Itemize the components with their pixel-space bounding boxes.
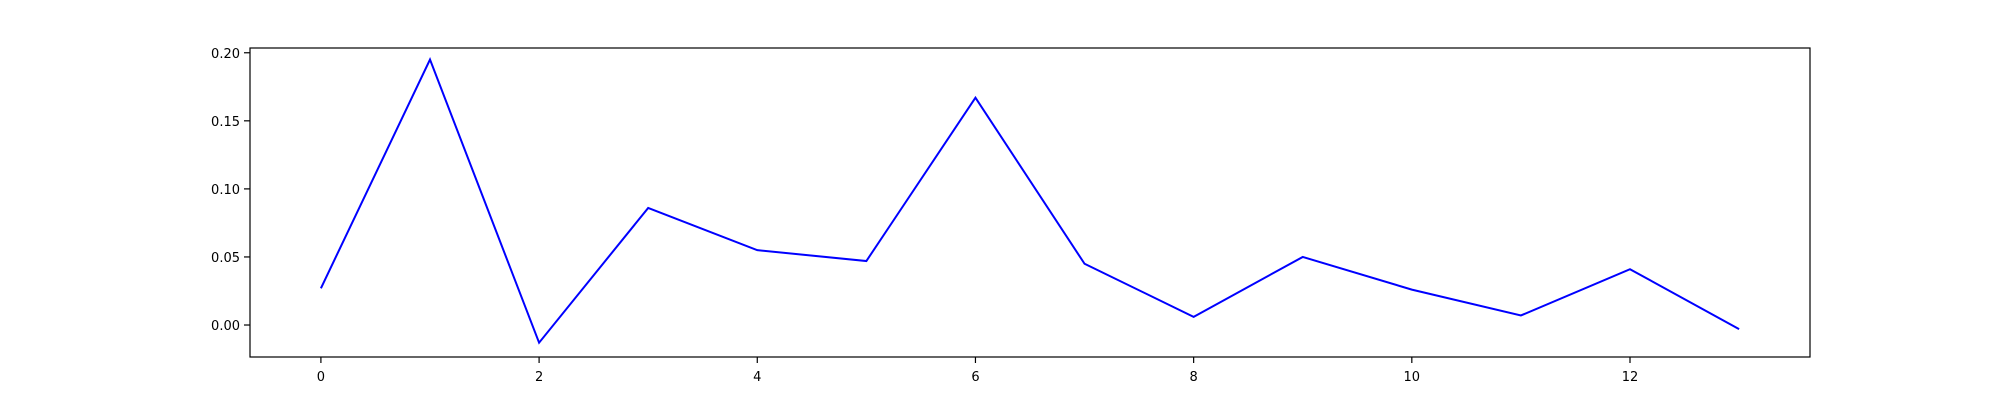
plot-area (320, 57, 1740, 345)
x-tick-label: 0 (317, 370, 325, 385)
x-tick-label: 4 (753, 370, 761, 385)
y-tick-label: 0.05 (211, 251, 240, 266)
x-tick-label: 10 (1404, 370, 1421, 385)
series-line-0 (320, 57, 1740, 345)
y-tick-label: 0.00 (211, 319, 240, 334)
x-tick-label: 6 (971, 370, 979, 385)
y-tick-label: 0.15 (211, 115, 240, 130)
y-tick-label: 0.10 (211, 183, 240, 198)
axes: 0 2 4 6 8 10 12 0.00 0.05 0.10 0.15 0.20 (211, 47, 1811, 385)
x-tick-label: 2 (535, 370, 543, 385)
y-tick-label: 0.20 (211, 47, 240, 62)
x-tick-label: 12 (1622, 370, 1639, 385)
x-tick-label: 8 (1189, 370, 1197, 385)
plot-frame (249, 47, 1811, 358)
